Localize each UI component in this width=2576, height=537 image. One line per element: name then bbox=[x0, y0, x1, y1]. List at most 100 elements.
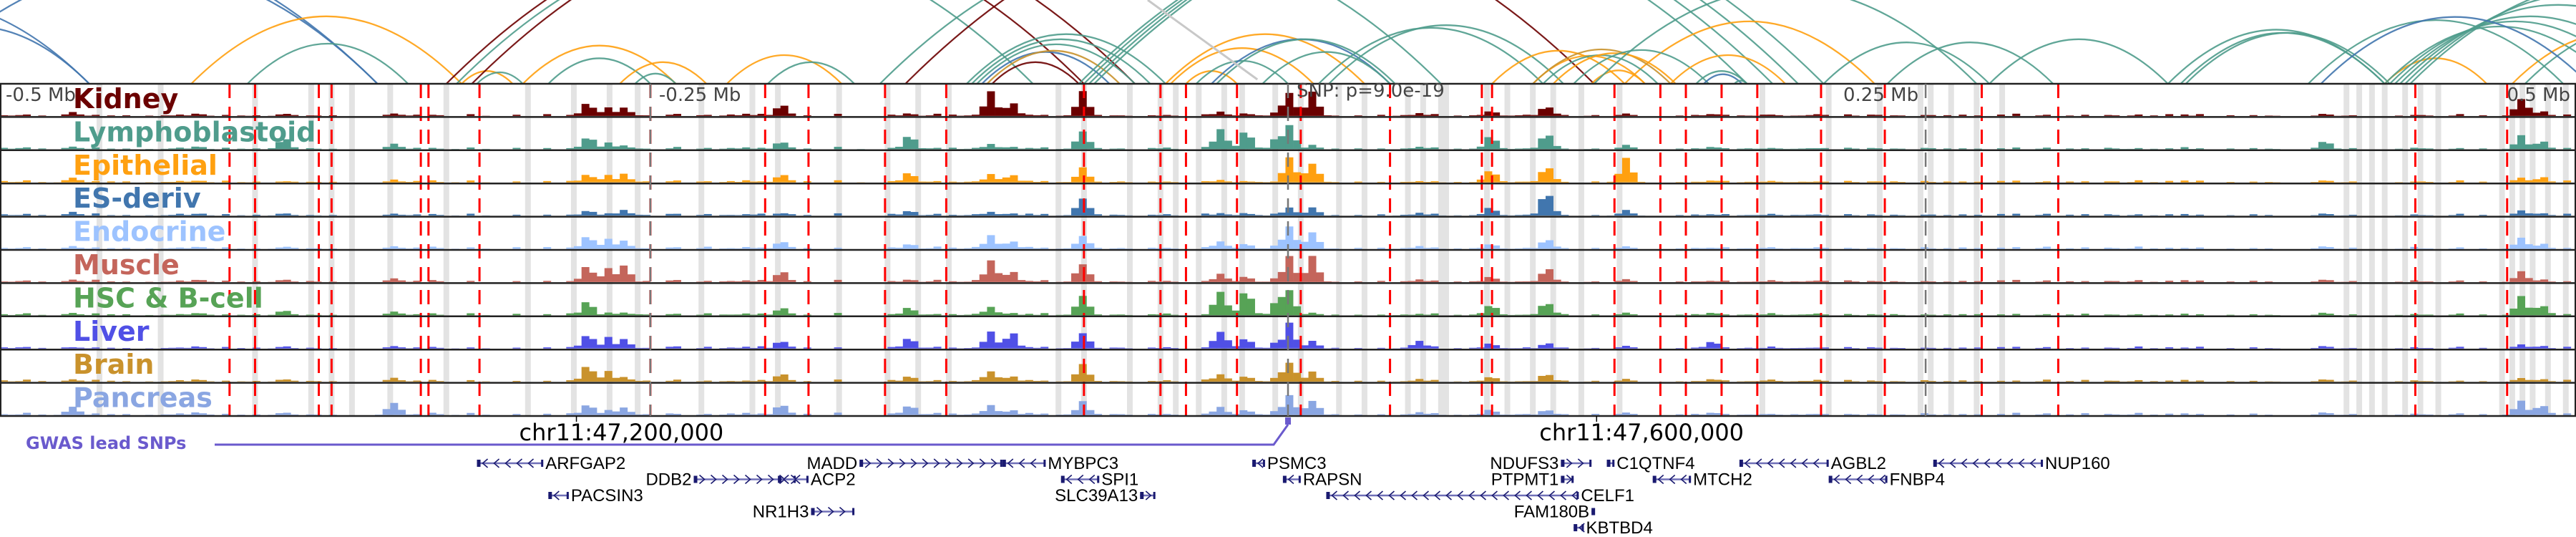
signal-bar bbox=[1591, 281, 1600, 282]
interaction-arc bbox=[476, 71, 524, 84]
signal-bar bbox=[2165, 114, 2174, 116]
signal-bar bbox=[1553, 279, 1561, 282]
signal-bar bbox=[1752, 314, 1760, 316]
signal-bar bbox=[2265, 281, 2273, 282]
signal-bar bbox=[2127, 248, 2135, 249]
signal-bar bbox=[382, 181, 391, 183]
signal-bar bbox=[1293, 172, 1302, 183]
signal-bar bbox=[15, 347, 24, 349]
signal-bar bbox=[1400, 381, 1408, 382]
signal-bar bbox=[1629, 172, 1638, 183]
signal-bar bbox=[1591, 181, 1600, 183]
signal-bar bbox=[1522, 214, 1531, 216]
signal-bar bbox=[948, 314, 957, 316]
signal-bar bbox=[2563, 379, 2572, 382]
signal-bar bbox=[2165, 148, 2174, 150]
signal-bar bbox=[1224, 246, 1232, 249]
signal-bar bbox=[1094, 115, 1103, 116]
signal-bar bbox=[635, 148, 643, 150]
signal-bar bbox=[1262, 281, 1271, 282]
signal-bar bbox=[925, 215, 934, 216]
signal-bar bbox=[1553, 113, 1561, 116]
signal-bar bbox=[2509, 244, 2518, 249]
gene-exon bbox=[1262, 460, 1265, 467]
signal-bar bbox=[2563, 147, 2572, 150]
signal-bar bbox=[1469, 347, 1478, 349]
signal-bar bbox=[199, 413, 208, 415]
signal-bar bbox=[283, 346, 291, 349]
strand-arrow bbox=[710, 474, 717, 485]
signal-bar bbox=[1270, 213, 1279, 216]
signal-bar bbox=[803, 281, 811, 282]
signal-bar bbox=[1018, 280, 1026, 282]
signal-bar bbox=[2265, 182, 2273, 183]
signal-bar bbox=[1423, 380, 1431, 382]
signal-bar bbox=[1246, 377, 1255, 382]
signal-bar bbox=[1790, 148, 1799, 150]
signal-bar bbox=[1163, 414, 1171, 415]
gwas-label: GWAS lead SNPs bbox=[26, 433, 186, 453]
interaction-arc bbox=[2389, 20, 2576, 84]
signal-bar bbox=[1546, 135, 1553, 150]
signal-bar bbox=[643, 281, 651, 282]
signal-bar bbox=[1484, 306, 1493, 316]
signal-bar bbox=[2043, 413, 2051, 415]
interaction-arc bbox=[1591, 69, 1646, 84]
interaction-arc bbox=[1532, 48, 1672, 84]
signal-bar bbox=[175, 115, 184, 116]
signal-bar bbox=[1147, 214, 1156, 216]
signal-bar bbox=[1010, 410, 1018, 415]
strand-arrow bbox=[1995, 458, 2002, 468]
signal-bar bbox=[995, 243, 1003, 249]
signal-bar bbox=[581, 302, 590, 316]
signal-bar bbox=[2012, 247, 2021, 249]
signal-bar bbox=[1147, 381, 1156, 382]
signal-bar bbox=[834, 180, 842, 183]
signal-bar bbox=[283, 379, 291, 382]
signal-bar bbox=[1958, 214, 1967, 216]
strand-arrow bbox=[2029, 458, 2036, 468]
signal-bar bbox=[765, 381, 774, 382]
signal-bar bbox=[757, 413, 766, 415]
signal-bar bbox=[620, 107, 628, 116]
gene-label: MADD bbox=[807, 454, 858, 473]
signal-bar bbox=[643, 148, 651, 150]
signal-bar bbox=[1507, 115, 1516, 116]
signal-bar bbox=[191, 180, 200, 183]
signal-bar bbox=[1530, 381, 1538, 382]
signal-bar bbox=[2348, 214, 2357, 216]
interaction-arc bbox=[1733, 79, 1748, 84]
signal-bar bbox=[1400, 347, 1408, 349]
signal-bar bbox=[902, 406, 911, 415]
signal-bar bbox=[887, 347, 896, 349]
signal-bar bbox=[2418, 314, 2426, 316]
signal-bar bbox=[436, 381, 444, 382]
signal-bar bbox=[1254, 313, 1263, 316]
signal-bar bbox=[1790, 215, 1799, 216]
strand-arrow bbox=[516, 458, 523, 468]
signal-bar bbox=[2318, 379, 2326, 382]
signal-bar bbox=[1040, 247, 1049, 249]
gene-exon bbox=[1000, 460, 1002, 467]
signal-bar bbox=[902, 113, 911, 116]
gene-exon bbox=[1933, 460, 1937, 467]
signal-bar bbox=[620, 173, 628, 183]
gene-spi1: SPI1 bbox=[1060, 470, 1138, 490]
signal-bar bbox=[1844, 347, 1853, 349]
signal-bar bbox=[703, 313, 712, 316]
signal-bar bbox=[268, 314, 276, 316]
strand-arrow bbox=[1868, 474, 1875, 485]
signal-bar bbox=[1775, 215, 1783, 216]
signal-bar bbox=[183, 181, 192, 183]
gene-label: SLC39A13 bbox=[1055, 486, 1138, 505]
signal-bar bbox=[2104, 115, 2112, 116]
strand-arrow bbox=[1566, 474, 1573, 485]
signal-bar bbox=[1400, 281, 1408, 282]
signal-bar bbox=[1813, 148, 1822, 150]
signal-bar bbox=[428, 147, 436, 150]
signal-bar bbox=[620, 312, 628, 316]
signal-bar bbox=[933, 180, 942, 183]
signal-bar bbox=[1171, 348, 1179, 349]
signal-bar bbox=[160, 182, 169, 183]
signal-bar bbox=[1851, 281, 1860, 282]
